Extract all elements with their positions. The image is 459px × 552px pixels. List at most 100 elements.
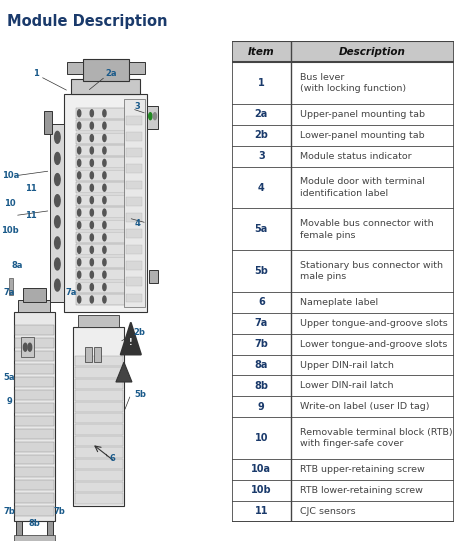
Bar	[76, 132, 135, 144]
Bar	[75, 470, 123, 481]
Bar	[15, 480, 54, 490]
Circle shape	[103, 160, 106, 166]
Circle shape	[90, 234, 94, 241]
Circle shape	[78, 172, 81, 179]
Bar	[15, 351, 54, 361]
Text: 3: 3	[258, 151, 265, 161]
Text: 6: 6	[258, 298, 265, 307]
Text: 9: 9	[258, 402, 265, 412]
Bar	[15, 493, 54, 503]
Circle shape	[103, 221, 106, 229]
Circle shape	[28, 343, 32, 351]
Text: 2b: 2b	[254, 130, 268, 140]
Bar	[73, 327, 124, 506]
Circle shape	[78, 160, 81, 166]
Bar	[76, 232, 135, 243]
Circle shape	[55, 216, 60, 228]
Circle shape	[90, 160, 94, 166]
Bar	[15, 403, 54, 413]
Bar	[76, 145, 135, 156]
Bar	[126, 197, 142, 205]
Text: 11: 11	[255, 506, 268, 516]
Bar	[47, 521, 53, 536]
Text: 2a: 2a	[255, 109, 268, 119]
Text: CJC sensors: CJC sensors	[300, 507, 355, 516]
Text: Module door with terminal
identification label: Module door with terminal identification…	[300, 177, 425, 198]
Bar	[126, 116, 142, 125]
Bar	[78, 315, 119, 327]
Text: 7a: 7a	[66, 288, 77, 297]
Bar	[75, 448, 123, 458]
Text: 4: 4	[135, 219, 140, 227]
Bar	[75, 379, 123, 389]
Text: 7a: 7a	[4, 288, 15, 297]
Text: 8b: 8b	[28, 519, 40, 528]
Text: Lower tongue-and-groove slots: Lower tongue-and-groove slots	[300, 339, 447, 349]
Text: Removable terminal block (RTB)
with finger-safe cover: Removable terminal block (RTB) with fing…	[300, 428, 452, 448]
Bar	[76, 108, 135, 119]
Text: 4: 4	[258, 183, 265, 193]
Circle shape	[78, 234, 81, 241]
Bar	[44, 111, 52, 134]
Text: Nameplate label: Nameplate label	[300, 298, 378, 307]
Bar	[76, 220, 135, 231]
Circle shape	[78, 110, 81, 116]
Text: 10a: 10a	[251, 464, 271, 474]
Text: Upper DIN-rail latch: Upper DIN-rail latch	[300, 360, 393, 369]
Text: 11: 11	[25, 211, 37, 220]
Text: 7b: 7b	[54, 507, 66, 516]
Circle shape	[55, 237, 60, 249]
Circle shape	[103, 271, 106, 278]
Bar	[76, 245, 135, 255]
Text: Item: Item	[248, 47, 274, 57]
Bar	[14, 312, 55, 521]
Bar	[149, 270, 158, 283]
Circle shape	[55, 173, 60, 185]
Circle shape	[78, 147, 81, 154]
Circle shape	[78, 135, 81, 141]
Bar	[83, 59, 129, 81]
Text: 7b: 7b	[254, 339, 268, 349]
Bar	[15, 454, 54, 464]
Circle shape	[78, 271, 81, 278]
Text: 1: 1	[258, 78, 265, 88]
Text: 9: 9	[6, 397, 12, 406]
Circle shape	[103, 246, 106, 253]
Bar	[15, 442, 54, 452]
Bar	[15, 377, 54, 387]
Bar	[126, 181, 142, 189]
Bar	[126, 278, 142, 286]
Circle shape	[103, 110, 106, 116]
Text: 1: 1	[33, 70, 39, 78]
Bar	[75, 355, 123, 366]
Bar	[76, 257, 135, 268]
Bar	[124, 99, 145, 307]
Text: 5a: 5a	[3, 373, 15, 381]
Text: Lower-panel mounting tab: Lower-panel mounting tab	[300, 131, 424, 140]
Bar	[18, 300, 50, 312]
Circle shape	[103, 184, 106, 191]
Circle shape	[103, 122, 106, 129]
Bar	[15, 390, 54, 400]
Text: Upper-panel mounting tab: Upper-panel mounting tab	[300, 110, 425, 119]
Text: 11: 11	[25, 184, 37, 193]
Circle shape	[90, 221, 94, 229]
Circle shape	[153, 113, 157, 120]
Circle shape	[103, 296, 106, 303]
Text: 3: 3	[135, 102, 140, 111]
Text: 10b: 10b	[1, 226, 19, 235]
Circle shape	[103, 234, 106, 241]
Bar	[126, 261, 142, 270]
Circle shape	[103, 284, 106, 290]
Bar	[126, 148, 142, 157]
Text: 8a: 8a	[255, 360, 268, 370]
Bar	[75, 493, 123, 503]
Text: 10: 10	[255, 433, 268, 443]
Bar	[126, 294, 142, 302]
Circle shape	[78, 122, 81, 129]
Circle shape	[78, 296, 81, 303]
Bar	[15, 468, 54, 477]
Bar	[14, 535, 55, 541]
Bar	[75, 413, 123, 423]
Bar	[76, 170, 135, 181]
